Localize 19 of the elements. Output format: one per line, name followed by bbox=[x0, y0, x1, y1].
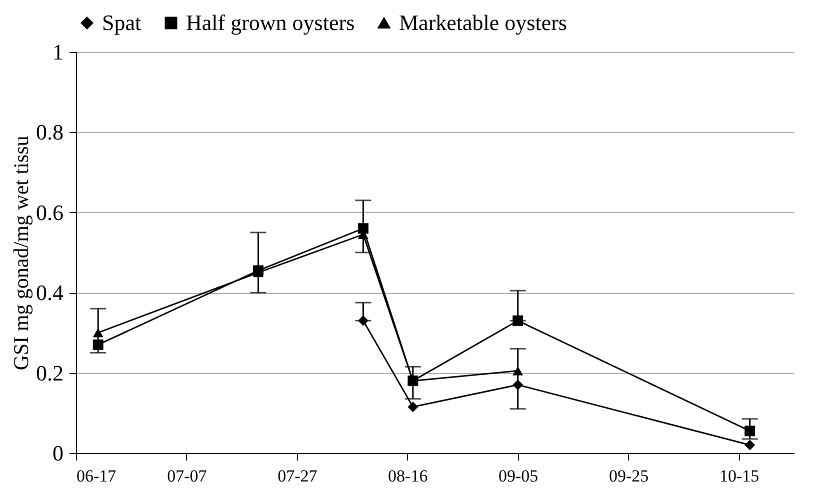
x-tick-label: 06-17 bbox=[76, 466, 117, 486]
y-tick-label: 0.8 bbox=[36, 120, 64, 145]
legend-label: Marketable oysters bbox=[399, 10, 567, 35]
y-axis-title: GSI mg gonad/mg wet tissu bbox=[9, 135, 33, 370]
x-tick-label: 07-27 bbox=[278, 466, 318, 486]
legend-label: Half grown oysters bbox=[186, 10, 355, 35]
x-tick-label: 08-16 bbox=[388, 466, 428, 486]
legend-label: Spat bbox=[102, 10, 142, 35]
y-tick-label: 0.2 bbox=[36, 360, 64, 386]
y-tick-label: 0 bbox=[52, 440, 64, 466]
x-tick-label: 07-07 bbox=[167, 466, 208, 486]
y-tick-label: 0.4 bbox=[36, 280, 64, 306]
x-tick-label: 09-05 bbox=[498, 466, 538, 486]
x-tick-label: 09-25 bbox=[608, 466, 649, 486]
y-tick-label: 1 bbox=[52, 40, 64, 64]
point bbox=[744, 440, 756, 450]
x-tick-label: 10-15 bbox=[719, 466, 760, 486]
y-tick-label: 0.6 bbox=[36, 200, 64, 225]
point bbox=[408, 402, 418, 412]
